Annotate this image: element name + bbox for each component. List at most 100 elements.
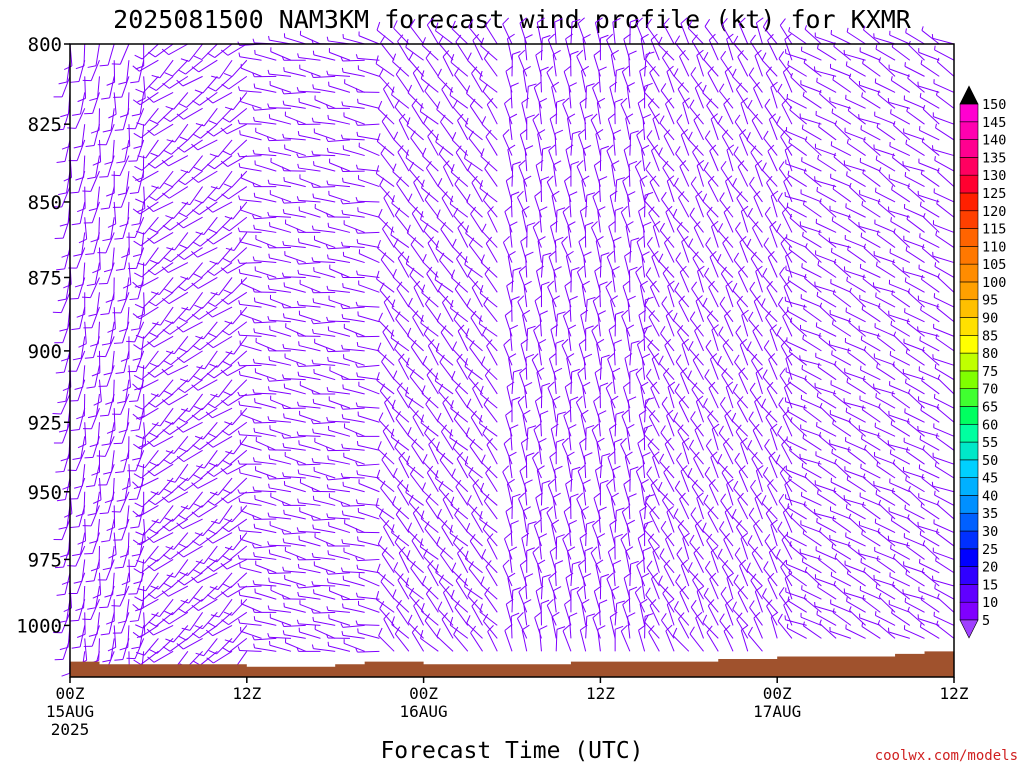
barb-staff: [254, 527, 277, 534]
barb-half-flag: [355, 647, 358, 653]
wind-barb: [391, 524, 410, 547]
barb-staff: [199, 650, 218, 666]
barb-flag: [409, 267, 415, 276]
wind-barb: [239, 130, 262, 141]
barb-staff: [376, 571, 395, 587]
barb-staff: [405, 395, 424, 409]
barb-staff: [197, 247, 218, 258]
wind-barb: [121, 559, 131, 586]
barb-staff: [343, 149, 365, 157]
barb-staff: [113, 307, 116, 330]
barb-flag: [549, 353, 557, 360]
barb-staff: [108, 393, 115, 416]
barb-flag: [585, 325, 594, 330]
barb-flag: [196, 366, 205, 370]
wind-barb: [52, 393, 71, 415]
barb-flag: [391, 299, 396, 308]
barb-half-flag: [266, 475, 270, 480]
wind-barb: [450, 589, 469, 613]
barb-flag: [102, 567, 112, 571]
barb-half-flag: [326, 285, 329, 291]
barb-staff: [518, 165, 528, 187]
barb-half-flag: [296, 228, 299, 233]
barb-flag: [111, 174, 121, 177]
barb-staff: [329, 162, 351, 172]
barb-flag: [178, 543, 187, 549]
wind-barb: [464, 150, 483, 172]
wind-barb: [267, 211, 292, 218]
barb-staff: [93, 124, 100, 146]
wind-barb: [593, 49, 602, 77]
barb-flag: [176, 522, 184, 530]
barb-staff: [62, 422, 71, 444]
barb-flag: [220, 468, 228, 475]
barb-flag: [121, 580, 130, 586]
barb-half-flag: [326, 484, 329, 489]
barb-flag: [114, 659, 123, 661]
wind-barb: [128, 572, 145, 595]
barb-flag: [180, 276, 189, 280]
barb-half-flag: [238, 400, 241, 406]
barb-staff: [313, 518, 336, 521]
barb-staff: [328, 459, 351, 465]
wind-barb: [126, 321, 145, 343]
barb-staff: [143, 76, 159, 93]
barb-flag: [606, 33, 614, 41]
wind-barb: [327, 356, 351, 366]
wind-barb: [357, 507, 380, 520]
barb-staff: [358, 315, 380, 323]
barb-staff: [107, 585, 115, 608]
barb-staff: [410, 567, 425, 587]
barb-staff: [300, 384, 321, 395]
barb-staff: [230, 247, 248, 263]
wind-barb: [63, 43, 73, 71]
wind-barb: [240, 626, 262, 639]
barb-half-flag: [268, 483, 270, 489]
wind-barb: [482, 521, 498, 547]
barb-half-flag: [239, 468, 241, 474]
barb-staff: [409, 595, 424, 613]
barb-flag: [161, 159, 169, 167]
barb-staff: [357, 364, 380, 368]
wind-barb: [327, 114, 351, 125]
barb-flag: [179, 476, 189, 482]
wind-barb: [596, 437, 605, 465]
wind-barb: [133, 559, 159, 574]
barb-staff: [188, 393, 203, 412]
wind-barb: [267, 316, 292, 323]
barb-flag: [407, 522, 413, 531]
barb-staff: [358, 385, 380, 395]
barb-flag: [118, 81, 127, 85]
barb-flag: [178, 447, 187, 453]
wind-barb: [470, 625, 483, 652]
wind-barb: [267, 103, 292, 109]
barb-staff: [138, 505, 145, 527]
barb-flag: [434, 271, 438, 280]
barb-flag: [420, 70, 425, 79]
barb-staff: [239, 262, 262, 264]
barb-staff: [342, 571, 365, 574]
wind-barb: [207, 518, 233, 535]
wind-barb: [193, 364, 218, 381]
wind-barb: [181, 612, 204, 631]
wind-barb: [343, 639, 365, 652]
barb-flag: [178, 417, 186, 423]
barb-staff: [452, 348, 469, 366]
barb-staff: [468, 137, 483, 156]
barb-flag: [552, 492, 561, 498]
wind-barb: [569, 396, 579, 423]
wind-barb: [325, 475, 350, 481]
wind-barb: [340, 167, 365, 173]
wind-barb: [379, 383, 395, 409]
barb-flag: [207, 500, 215, 506]
barb-staff: [90, 60, 100, 81]
barb-flag: [208, 332, 217, 338]
barb-staff: [112, 379, 115, 402]
wind-barb: [312, 398, 336, 409]
wind-barb: [547, 280, 557, 308]
wind-barb: [106, 408, 116, 434]
wind-barb: [281, 374, 306, 381]
barb-half-flag: [340, 595, 344, 600]
barb-half-flag: [355, 332, 358, 337]
barb-flag: [118, 526, 127, 530]
